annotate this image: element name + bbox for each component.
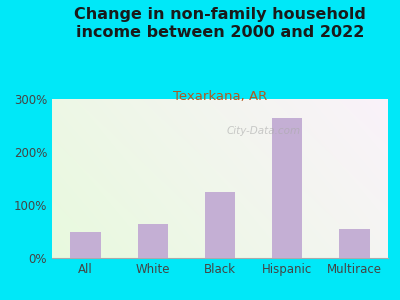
Bar	[205, 192, 235, 258]
Text: Texarkana, AR: Texarkana, AR	[173, 90, 267, 103]
Bar	[339, 229, 370, 258]
Text: City-Data.com: City-Data.com	[227, 126, 301, 136]
Bar	[70, 232, 101, 258]
Bar	[138, 224, 168, 258]
Text: Change in non-family household
income between 2000 and 2022: Change in non-family household income be…	[74, 8, 366, 40]
Bar	[272, 118, 302, 258]
